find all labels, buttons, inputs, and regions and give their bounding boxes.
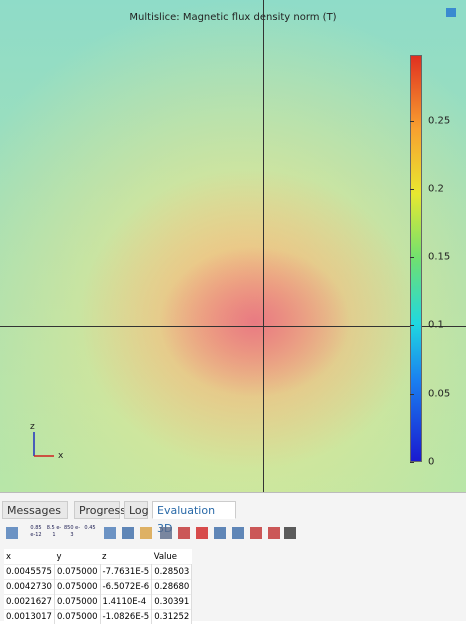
table-cell: 0.0045575 bbox=[4, 565, 54, 580]
colorbar-tick-label: 0.1 bbox=[428, 320, 444, 331]
table-cell: 0.075000 bbox=[54, 610, 100, 624]
colorbar-tick-label: 0 bbox=[428, 457, 434, 468]
colorbar-tick-label: 0.2 bbox=[428, 183, 444, 194]
toolbar-button[interactable] bbox=[214, 527, 226, 539]
toolbar-button[interactable] bbox=[268, 527, 280, 539]
colorbar-tick bbox=[410, 394, 414, 395]
toolbar-button[interactable] bbox=[196, 527, 208, 539]
colorbar-tick bbox=[410, 257, 414, 258]
toolbar-button[interactable] bbox=[250, 527, 262, 539]
toolbar-button[interactable] bbox=[104, 527, 116, 539]
toolbar-button[interactable]: 0.45 bbox=[82, 525, 98, 541]
colorbar-tick-label: 0.05 bbox=[428, 388, 450, 399]
tab[interactable]: Progress bbox=[74, 501, 120, 519]
toolbar-button[interactable] bbox=[140, 527, 152, 539]
table-cell: 0.075000 bbox=[54, 580, 100, 595]
table-cell: 0.0013017 bbox=[4, 610, 54, 624]
toolbar-button[interactable] bbox=[122, 527, 134, 539]
axis-label: x bbox=[58, 451, 63, 461]
axis-label: z bbox=[30, 422, 35, 432]
colorbar-tick bbox=[410, 121, 414, 122]
table-cell: 0.31252 bbox=[152, 610, 192, 624]
toolbar-button[interactable]: 850 e-3 bbox=[64, 525, 80, 541]
table-cell: 0.0042730 bbox=[4, 580, 54, 595]
toolbar-button[interactable] bbox=[284, 527, 296, 539]
plot-area: Multislice: Magnetic flux density norm (… bbox=[0, 0, 466, 492]
colorbar-tick bbox=[410, 462, 414, 463]
table-cell: 0.28680 bbox=[152, 580, 192, 595]
toolbar-button[interactable]: 0.85 e-12 bbox=[28, 525, 44, 541]
table-cell: 0.30391 bbox=[152, 595, 192, 610]
table-cell: 0.075000 bbox=[54, 595, 100, 610]
tab[interactable]: Log bbox=[124, 501, 148, 519]
colorbar-tick bbox=[410, 325, 414, 326]
table-cell: 0.075000 bbox=[54, 565, 100, 580]
table-cell: -1.0826E-5 bbox=[100, 610, 152, 624]
column-header: x bbox=[4, 549, 54, 565]
tab[interactable]: Messages bbox=[2, 501, 68, 519]
column-header: z bbox=[100, 549, 152, 565]
colorbar bbox=[410, 55, 422, 462]
colorbar-tick-label: 0.15 bbox=[428, 252, 450, 263]
table-cell: -6.5072E-6 bbox=[100, 580, 152, 595]
column-header: Value bbox=[152, 549, 192, 565]
table-cell: 1.4110E-4 bbox=[100, 595, 152, 610]
toolbar-button[interactable] bbox=[6, 527, 18, 539]
table-cell: 0.28503 bbox=[152, 565, 192, 580]
toolbar-button[interactable] bbox=[178, 527, 190, 539]
crosshair-vertical bbox=[263, 0, 264, 492]
tab[interactable]: Evaluation 3D bbox=[152, 501, 236, 519]
table-cell: 0.0021627 bbox=[4, 595, 54, 610]
toolbar-button[interactable] bbox=[160, 527, 172, 539]
toolbar-button[interactable]: 8.5 e-1 bbox=[46, 525, 62, 541]
toolbar-button[interactable] bbox=[232, 527, 244, 539]
plot-title: Multislice: Magnetic flux density norm (… bbox=[0, 12, 466, 23]
column-header: y bbox=[54, 549, 100, 565]
colorbar-tick-label: 0.25 bbox=[428, 115, 450, 126]
crosshair-horizontal bbox=[0, 326, 466, 327]
table-cell: -7.7631E-5 bbox=[100, 565, 152, 580]
plot-menu-icon[interactable] bbox=[446, 8, 456, 17]
colorbar-tick bbox=[410, 189, 414, 190]
